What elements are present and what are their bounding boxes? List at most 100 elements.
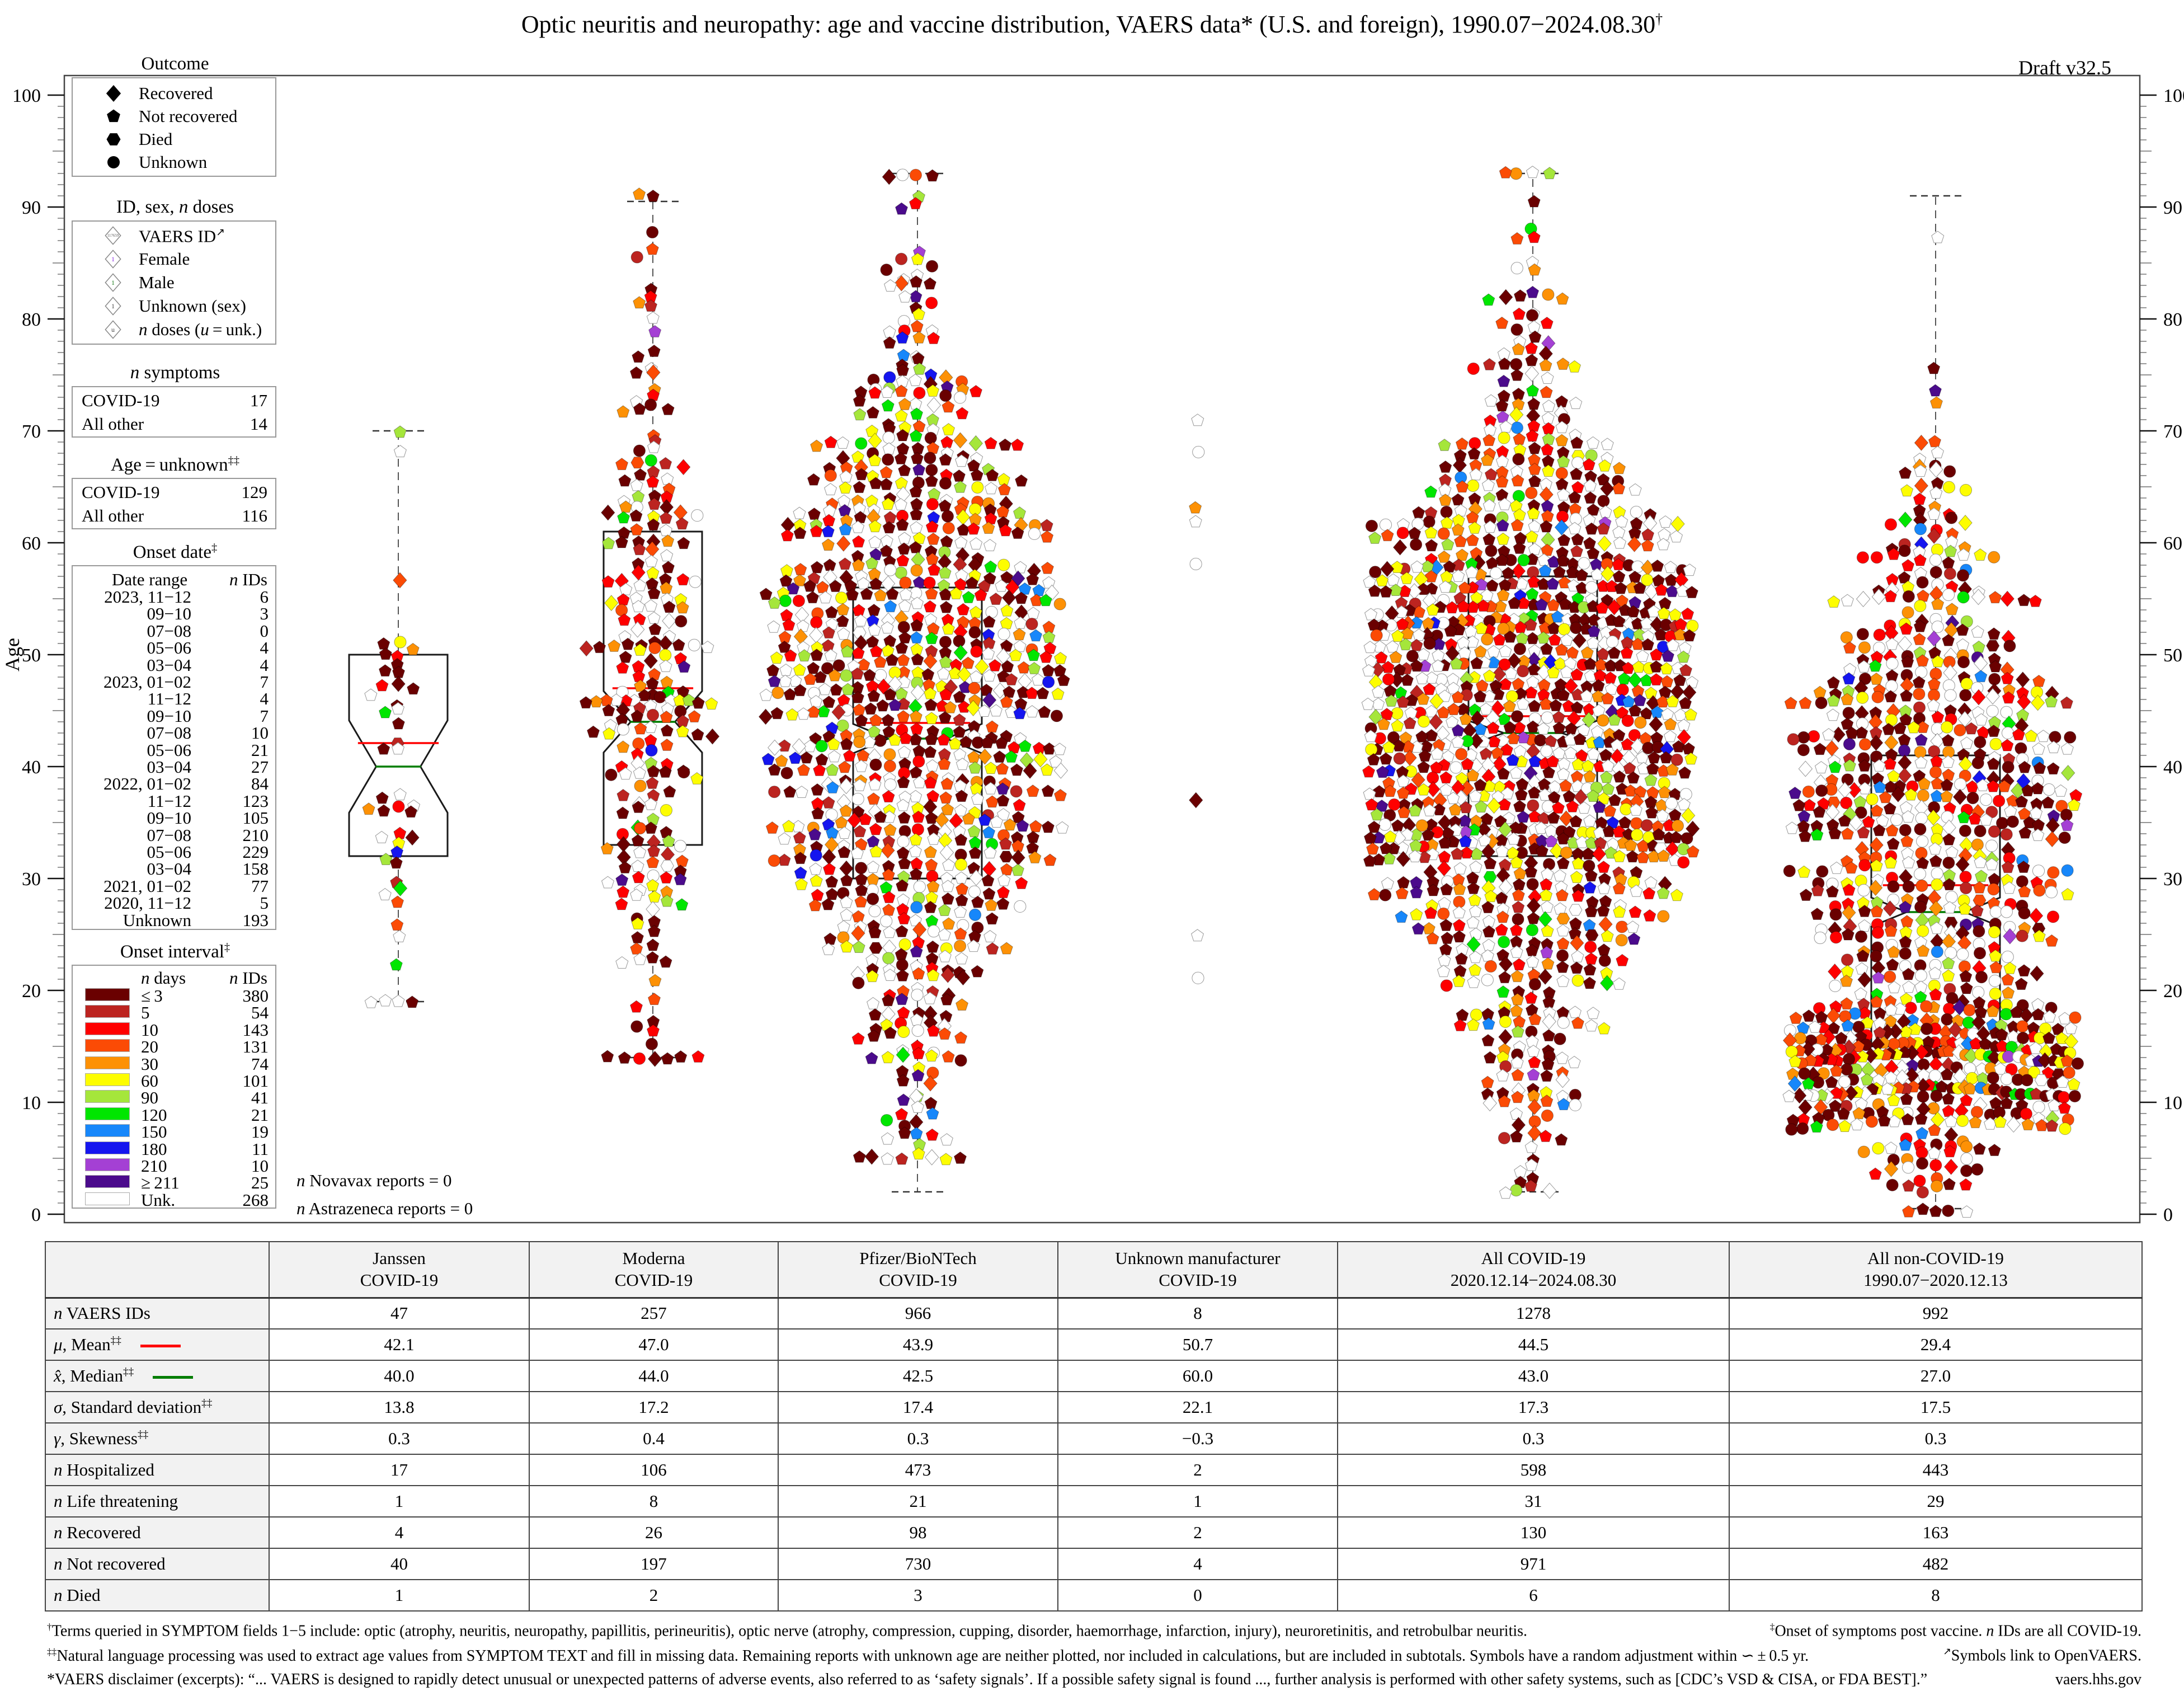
data-point[interactable] [616,806,629,819]
data-point[interactable] [2061,864,2074,877]
data-point[interactable] [660,724,674,737]
data-point[interactable] [1929,765,1942,779]
data-point[interactable] [1652,574,1665,586]
data-point[interactable] [2014,742,2027,755]
data-point[interactable] [1612,570,1626,582]
data-point[interactable] [1512,878,1526,891]
data-point[interactable] [897,835,910,848]
data-point[interactable] [1677,650,1690,663]
data-point[interactable] [630,942,643,955]
data-point[interactable] [1872,1142,1885,1155]
data-point[interactable] [1528,543,1541,555]
data-point[interactable] [868,454,882,467]
data-point[interactable] [868,1008,882,1021]
data-point[interactable] [1042,664,1055,676]
data-point[interactable] [1970,904,1984,917]
data-point[interactable] [1593,736,1606,749]
data-point[interactable] [1379,889,1392,901]
data-point[interactable] [967,939,980,952]
data-point[interactable] [793,506,806,519]
data-point[interactable] [1987,883,2000,896]
data-point[interactable] [996,794,1010,807]
data-point[interactable] [1449,657,1463,670]
data-point[interactable] [1899,801,1913,814]
data-point[interactable] [1616,683,1629,696]
data-point[interactable] [1000,571,1014,584]
data-point[interactable] [911,252,924,265]
data-point[interactable] [647,440,661,453]
data-point[interactable] [1542,464,1555,477]
data-point[interactable] [1510,323,1523,336]
data-point[interactable] [633,643,647,656]
data-point[interactable] [1496,532,1510,545]
data-point[interactable] [616,593,630,606]
data-point[interactable] [1517,810,1530,823]
data-point[interactable] [1049,755,1062,768]
data-point[interactable] [1498,858,1512,871]
data-point[interactable] [810,439,823,452]
data-point[interactable] [1980,793,1993,806]
data-point[interactable] [1056,821,1069,834]
data-point[interactable] [390,895,404,908]
data-point[interactable] [1865,1115,1879,1128]
data-point[interactable] [942,622,955,635]
data-point[interactable] [1931,867,1943,880]
data-point[interactable] [1884,690,1898,703]
data-point[interactable] [1189,792,1203,809]
data-point[interactable] [1640,819,1653,832]
data-point[interactable] [1379,752,1392,765]
data-point[interactable] [1959,483,1973,497]
data-point[interactable] [1631,637,1645,650]
data-point[interactable] [1583,963,1597,976]
data-point[interactable] [676,459,691,476]
data-point[interactable] [1470,847,1483,860]
data-point[interactable] [912,936,925,948]
data-point[interactable] [1988,825,2001,838]
data-point[interactable] [897,697,910,710]
data-point[interactable] [1656,538,1670,551]
data-point[interactable] [792,738,807,755]
data-point[interactable] [912,1047,925,1060]
data-point[interactable] [1044,584,1060,601]
data-point[interactable] [1601,929,1614,942]
data-point[interactable] [1547,666,1560,679]
data-point[interactable] [923,1075,938,1092]
data-point[interactable] [1011,438,1024,451]
data-point[interactable] [1664,574,1678,586]
data-point[interactable] [961,656,975,669]
data-point[interactable] [1988,591,2002,604]
data-point[interactable] [982,826,996,838]
data-point[interactable] [898,290,912,303]
data-point[interactable] [1513,1015,1526,1028]
data-point[interactable] [1571,457,1584,469]
data-point[interactable] [896,554,910,567]
data-point[interactable] [1843,737,1856,750]
data-point[interactable] [1441,538,1455,551]
data-point[interactable] [1956,569,1970,582]
data-point[interactable] [793,831,806,844]
data-point[interactable] [993,750,1006,763]
data-point[interactable] [884,279,897,292]
data-point[interactable] [925,891,939,904]
data-point[interactable] [939,1153,953,1166]
data-point[interactable] [662,613,676,629]
data-point[interactable] [1783,865,1796,877]
data-point[interactable] [677,766,690,779]
data-point[interactable] [939,389,952,402]
data-point[interactable] [1010,763,1024,776]
data-point[interactable] [392,717,405,730]
data-point[interactable] [925,463,938,477]
data-point[interactable] [2021,1074,2034,1087]
data-point[interactable] [1799,696,1812,709]
data-point[interactable] [1568,522,1581,534]
data-point[interactable] [646,708,660,721]
data-point[interactable] [956,407,969,420]
data-point[interactable] [986,942,999,955]
data-point[interactable] [645,744,658,757]
data-point[interactable] [644,797,657,810]
data-point[interactable] [997,483,1011,496]
data-point[interactable] [939,477,952,490]
data-point[interactable] [676,601,689,614]
data-point[interactable] [1439,783,1453,796]
data-point[interactable] [631,834,644,847]
